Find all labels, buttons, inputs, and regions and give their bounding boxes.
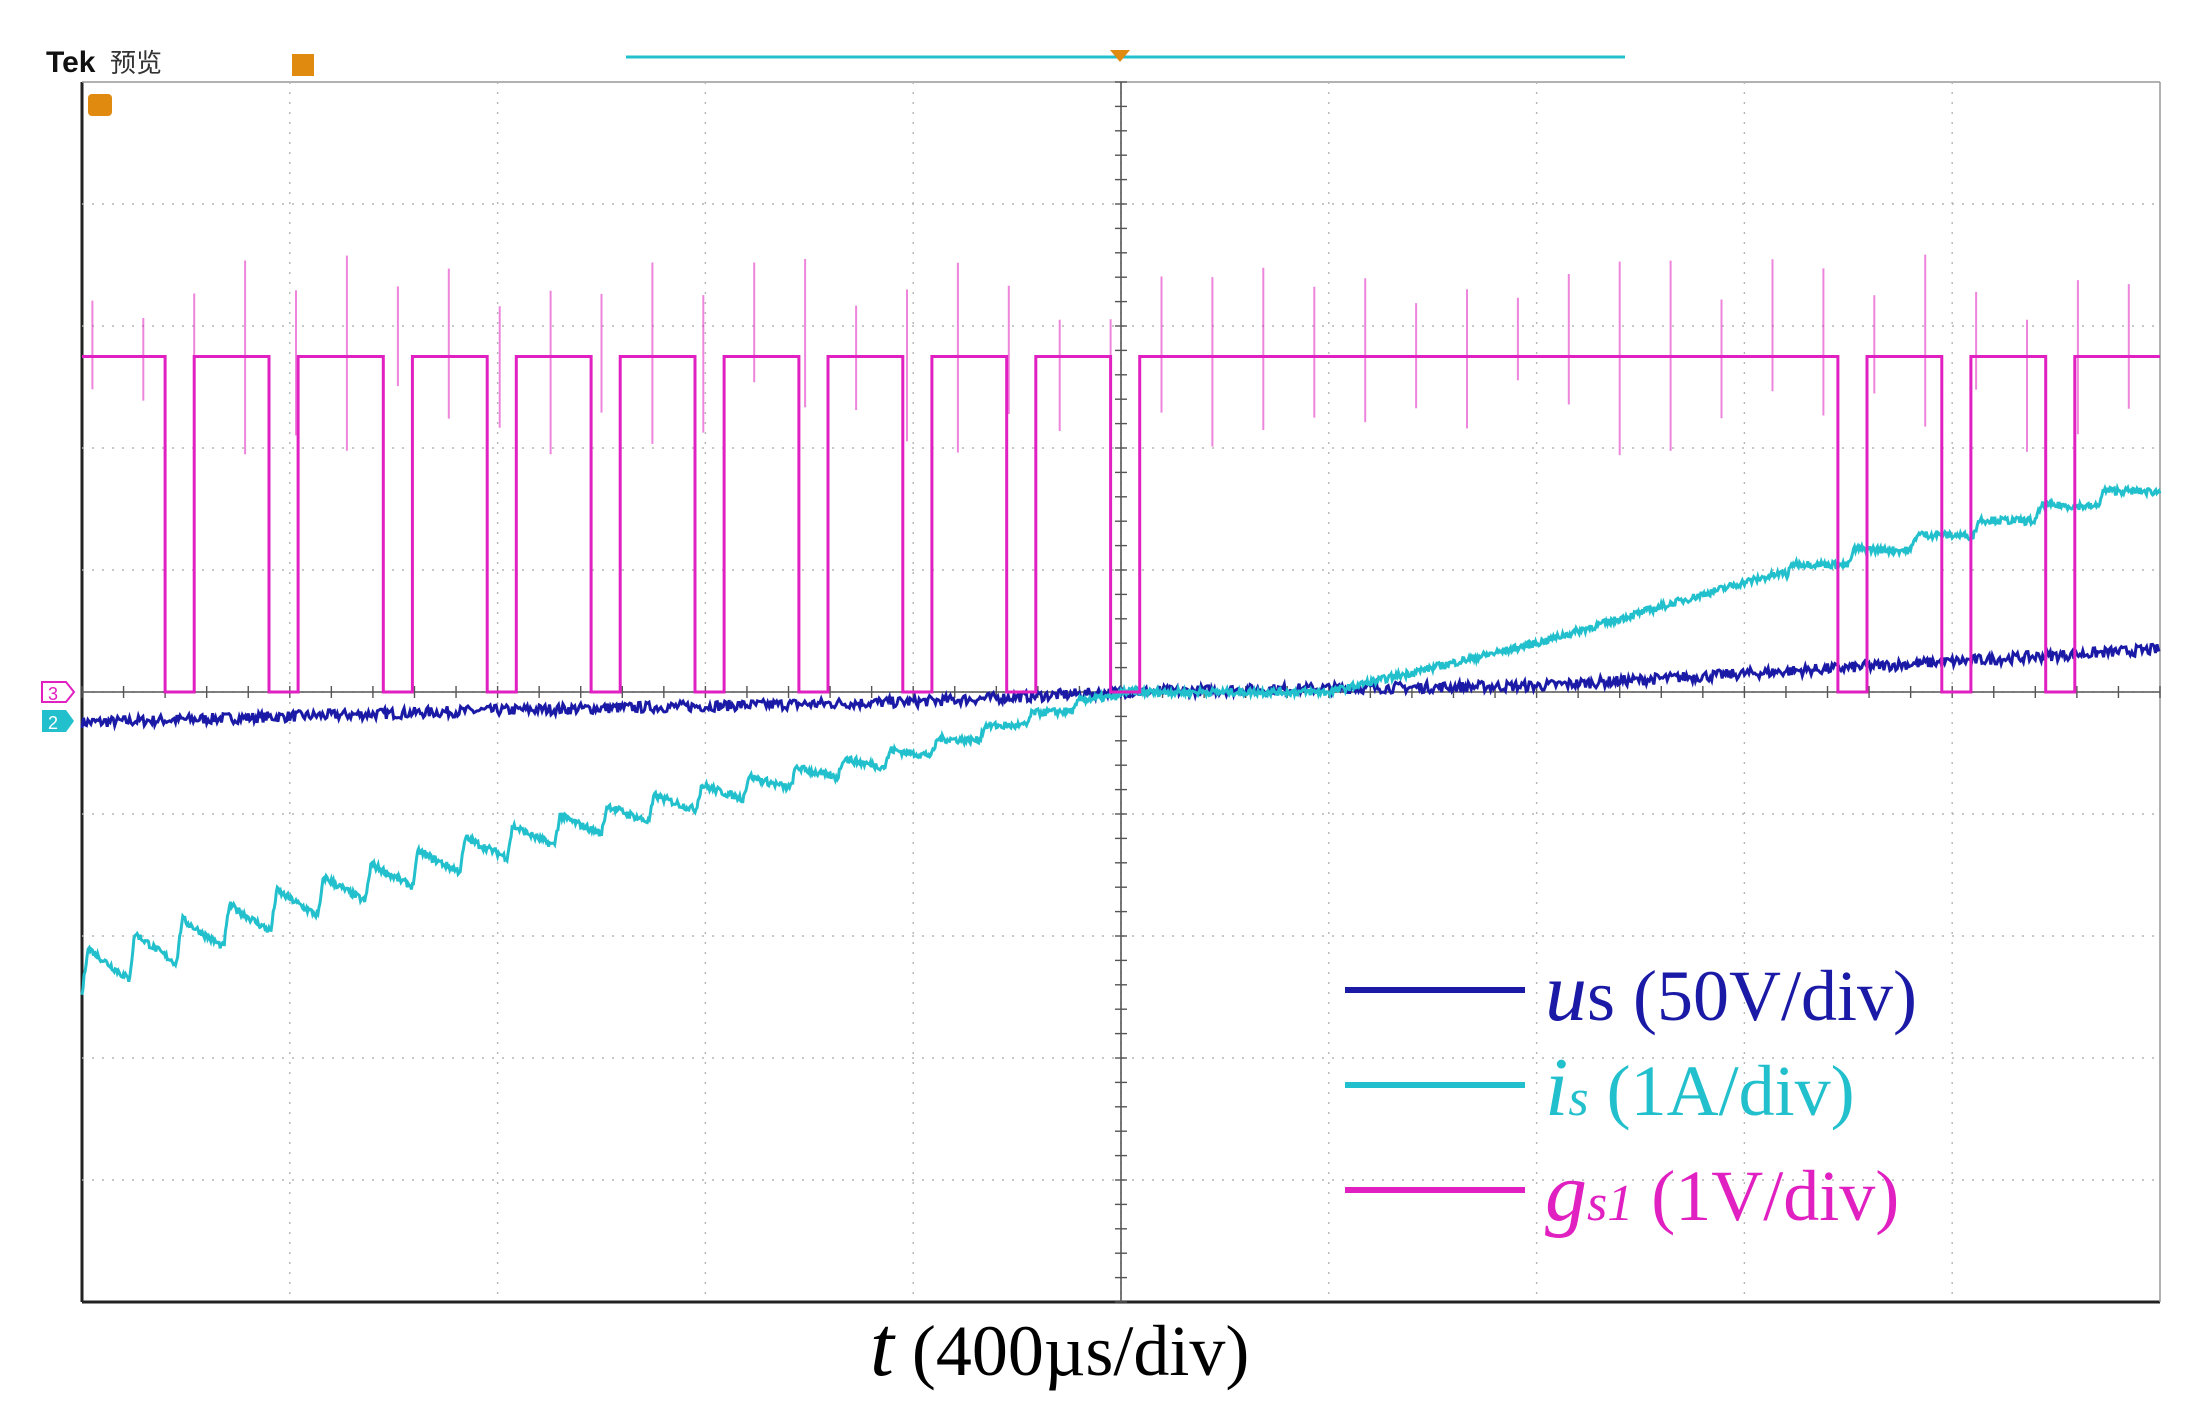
- x-axis-label: t (400µs/div): [870, 1298, 1249, 1394]
- scope-brand: Tek: [46, 46, 96, 79]
- channel-2-marker: 2: [42, 710, 74, 733]
- trigger-level-icon: [88, 94, 112, 116]
- scope-mode: 预览: [110, 49, 162, 79]
- legend-label-gs1: gs1 (1V/div): [1545, 1146, 1899, 1239]
- series-gs1-spikes: [91, 254, 2130, 456]
- svg-text:2: 2: [48, 713, 58, 733]
- channel-3-marker: 3: [41, 681, 76, 704]
- svg-text:3: 3: [48, 684, 58, 704]
- run-status-icon: [292, 54, 314, 76]
- legend: us (50V/div)is (1A/div) gs1 (1V/div): [1345, 946, 1917, 1239]
- legend-label-is: is (1A/div): [1545, 1041, 1855, 1134]
- series-gs1-line: [82, 355, 2160, 694]
- series-is-line: [80, 482, 2162, 995]
- legend-label-us: us (50V/div): [1545, 946, 1917, 1039]
- traces: [80, 254, 2162, 995]
- trigger-position-icon: [1110, 50, 1130, 62]
